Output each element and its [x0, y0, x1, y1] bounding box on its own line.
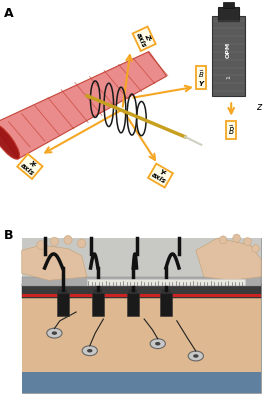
Polygon shape: [0, 52, 167, 159]
Text: X-
axis: X- axis: [20, 156, 40, 176]
Bar: [160, 293, 172, 316]
Circle shape: [52, 331, 57, 335]
Bar: [94, 290, 102, 294]
Ellipse shape: [0, 124, 20, 159]
FancyBboxPatch shape: [22, 238, 261, 393]
Ellipse shape: [78, 239, 86, 248]
Text: A: A: [4, 7, 14, 20]
Ellipse shape: [244, 238, 251, 246]
Ellipse shape: [50, 237, 58, 246]
Text: $\vec{B}$: $\vec{B}$: [228, 123, 234, 137]
Circle shape: [188, 351, 203, 361]
Text: OPM: OPM: [226, 42, 231, 58]
Ellipse shape: [219, 236, 227, 244]
Bar: [92, 293, 104, 316]
Ellipse shape: [64, 236, 72, 244]
Bar: [22, 296, 261, 393]
Circle shape: [150, 339, 165, 349]
Bar: [22, 238, 261, 303]
Circle shape: [87, 349, 92, 352]
Polygon shape: [196, 238, 261, 280]
Circle shape: [193, 354, 199, 358]
Ellipse shape: [233, 234, 240, 242]
Bar: [87, 278, 245, 285]
Bar: [57, 293, 69, 316]
Ellipse shape: [37, 241, 45, 250]
Bar: [129, 290, 137, 294]
Bar: [22, 277, 261, 286]
Text: 1: 1: [226, 76, 231, 80]
Bar: [22, 372, 261, 393]
Circle shape: [155, 342, 160, 346]
Polygon shape: [22, 245, 87, 280]
Bar: [162, 290, 170, 294]
Ellipse shape: [252, 245, 259, 253]
FancyBboxPatch shape: [218, 7, 239, 20]
Text: B: B: [4, 229, 14, 242]
FancyBboxPatch shape: [212, 16, 245, 96]
Bar: [58, 290, 67, 294]
Circle shape: [82, 346, 97, 356]
Text: Z-
axis: Z- axis: [135, 29, 153, 49]
Text: $\vec{B}$
Y: $\vec{B}$ Y: [198, 68, 205, 87]
Text: z: z: [256, 102, 261, 112]
Circle shape: [47, 328, 62, 338]
Bar: [22, 294, 261, 297]
FancyBboxPatch shape: [223, 2, 234, 8]
Text: Y-
axis: Y- axis: [150, 166, 171, 185]
Bar: [127, 293, 139, 316]
Bar: [22, 284, 261, 298]
